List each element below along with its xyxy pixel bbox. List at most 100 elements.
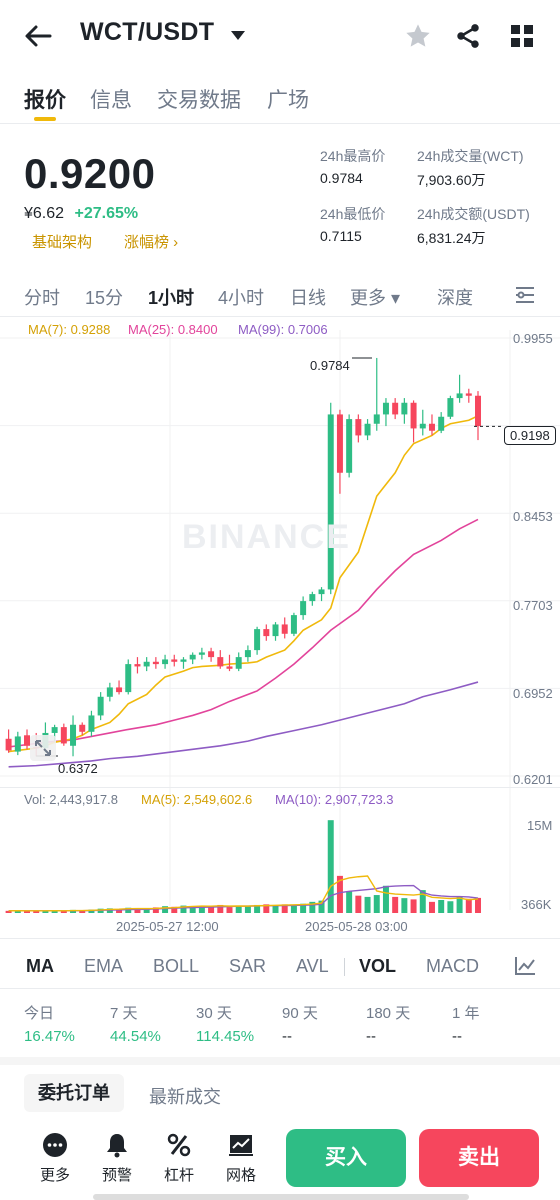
perf-value-1y: -- bbox=[452, 1028, 462, 1045]
tab-open-orders[interactable]: 委托订单 bbox=[24, 1074, 124, 1112]
volume-bar bbox=[244, 906, 251, 913]
expand-icon[interactable] bbox=[30, 735, 56, 761]
tab-latest-trades[interactable]: 最新成交 bbox=[149, 1087, 221, 1107]
interval-15m[interactable]: 15分 bbox=[85, 288, 124, 308]
grid-bot-icon[interactable] bbox=[216, 1132, 266, 1163]
indicator-ema[interactable]: EMA bbox=[84, 956, 124, 976]
depth-tab[interactable]: 深度 bbox=[437, 288, 473, 308]
volume-bar bbox=[198, 905, 205, 913]
interval-more[interactable]: 更多 ▾ bbox=[350, 288, 401, 308]
perf-label-7d: 7 天 bbox=[110, 1005, 138, 1022]
price-axis-label: 0.8453 bbox=[513, 509, 553, 524]
bell-icon[interactable] bbox=[92, 1132, 142, 1163]
candle-body bbox=[263, 629, 270, 637]
volume-bar bbox=[447, 901, 454, 913]
current-price-tag: 0.9198 bbox=[504, 426, 556, 445]
volume-bar bbox=[152, 907, 159, 913]
volume-bar bbox=[254, 904, 261, 913]
indicator-settings-icon[interactable] bbox=[514, 956, 536, 981]
tag-gainers[interactable]: 涨幅榜 › bbox=[124, 234, 179, 251]
indicator-avl[interactable]: AVL bbox=[296, 956, 329, 976]
candle-body bbox=[392, 402, 399, 415]
ma25-line bbox=[8, 518, 479, 748]
volume-bar bbox=[382, 885, 389, 913]
interval-1d[interactable]: 日线 bbox=[290, 288, 326, 308]
pair-selector[interactable]: WCT/USDT bbox=[80, 18, 246, 48]
vol-axis-label: 15M bbox=[527, 818, 553, 833]
change-percent: +27.65% bbox=[74, 205, 139, 222]
volume-bar bbox=[125, 907, 132, 913]
interval-1h[interactable]: 1小时 bbox=[148, 288, 195, 308]
amount-value: 6,831.24万 bbox=[417, 230, 486, 246]
kline-chart[interactable] bbox=[0, 330, 560, 940]
margin-icon[interactable] bbox=[154, 1132, 204, 1163]
last-price: 0.9200 bbox=[24, 150, 156, 197]
tab-square[interactable]: 广场 bbox=[267, 89, 309, 112]
more-icon[interactable] bbox=[30, 1132, 80, 1163]
margin-label: 杠杆 bbox=[163, 1167, 194, 1184]
candle-body bbox=[106, 687, 113, 697]
candle-body bbox=[373, 414, 380, 424]
perf-value-180d: -- bbox=[366, 1028, 376, 1045]
home-indicator bbox=[93, 1194, 469, 1200]
candle-body bbox=[364, 423, 371, 436]
volume-bar bbox=[134, 909, 141, 913]
price-axis-label: 0.9955 bbox=[513, 331, 553, 346]
divider bbox=[0, 1057, 560, 1065]
volume-bar bbox=[318, 900, 325, 913]
candle-body bbox=[24, 735, 31, 746]
candle-body bbox=[438, 416, 445, 431]
indicator-macd[interactable]: MACD bbox=[426, 956, 479, 976]
buy-button[interactable]: 买入 bbox=[286, 1129, 406, 1187]
candle-body bbox=[208, 651, 215, 658]
indicator-ma[interactable]: MA bbox=[26, 956, 54, 976]
volume-bar bbox=[235, 905, 242, 913]
indicator-sar[interactable]: SAR bbox=[229, 956, 267, 976]
volume-bar bbox=[438, 900, 445, 913]
sell-button[interactable]: 卖出 bbox=[419, 1129, 539, 1187]
candle-body bbox=[475, 395, 481, 427]
arrow-left-icon[interactable] bbox=[22, 22, 54, 55]
alert-label: 预警 bbox=[101, 1167, 132, 1184]
perf-label-today: 今日 bbox=[24, 1005, 55, 1022]
tab-quote[interactable]: 报价 bbox=[24, 89, 66, 112]
indicator-boll[interactable]: BOLL bbox=[153, 956, 200, 976]
indicator-vol[interactable]: VOL bbox=[359, 956, 397, 976]
candle-body bbox=[70, 724, 77, 746]
more-label: 更多 bbox=[39, 1167, 70, 1184]
grid-icon[interactable] bbox=[510, 24, 534, 53]
volume-bar bbox=[14, 910, 21, 913]
high-marker: 0.9784 bbox=[310, 358, 350, 373]
perf-value-30d: 114.45% bbox=[196, 1028, 255, 1045]
volume-bar bbox=[5, 910, 12, 913]
volume-bar bbox=[171, 906, 178, 913]
interval-timeline[interactable]: 分时 bbox=[24, 288, 60, 308]
pair-title: WCT/USDT bbox=[80, 18, 215, 46]
tab-trading-data[interactable]: 交易数据 bbox=[157, 89, 241, 112]
star-icon[interactable] bbox=[404, 22, 432, 55]
volume-bar bbox=[189, 906, 196, 913]
cny-price: ¥6.62 bbox=[24, 205, 65, 222]
interval-4h[interactable]: 4小时 bbox=[218, 288, 265, 308]
ma99-legend: MA(99): 0.7006 bbox=[238, 322, 328, 337]
low-label: 24h最低价 bbox=[320, 206, 386, 222]
vol-legend: Vol: 2,443,917.8 bbox=[24, 792, 118, 807]
volume-bar bbox=[51, 910, 58, 913]
chart-settings-icon[interactable] bbox=[514, 285, 536, 310]
candle-body bbox=[401, 402, 408, 415]
candle-body bbox=[318, 589, 325, 595]
perf-label-30d: 30 天 bbox=[196, 1005, 232, 1022]
ma7-line bbox=[8, 415, 479, 753]
volume-bar bbox=[309, 901, 316, 913]
ma25-legend: MA(25): 0.8400 bbox=[128, 322, 218, 337]
candle-body bbox=[235, 657, 242, 669]
perf-value-90d: -- bbox=[282, 1028, 292, 1045]
perf-label-180d: 180 天 bbox=[366, 1005, 411, 1022]
share-icon[interactable] bbox=[454, 22, 482, 55]
divider bbox=[0, 988, 560, 989]
tag-category[interactable]: 基础架构 bbox=[32, 234, 93, 251]
candle-body bbox=[244, 650, 251, 658]
tab-info[interactable]: 信息 bbox=[90, 89, 132, 112]
candle-body bbox=[428, 423, 435, 431]
candle-body bbox=[281, 624, 288, 634]
